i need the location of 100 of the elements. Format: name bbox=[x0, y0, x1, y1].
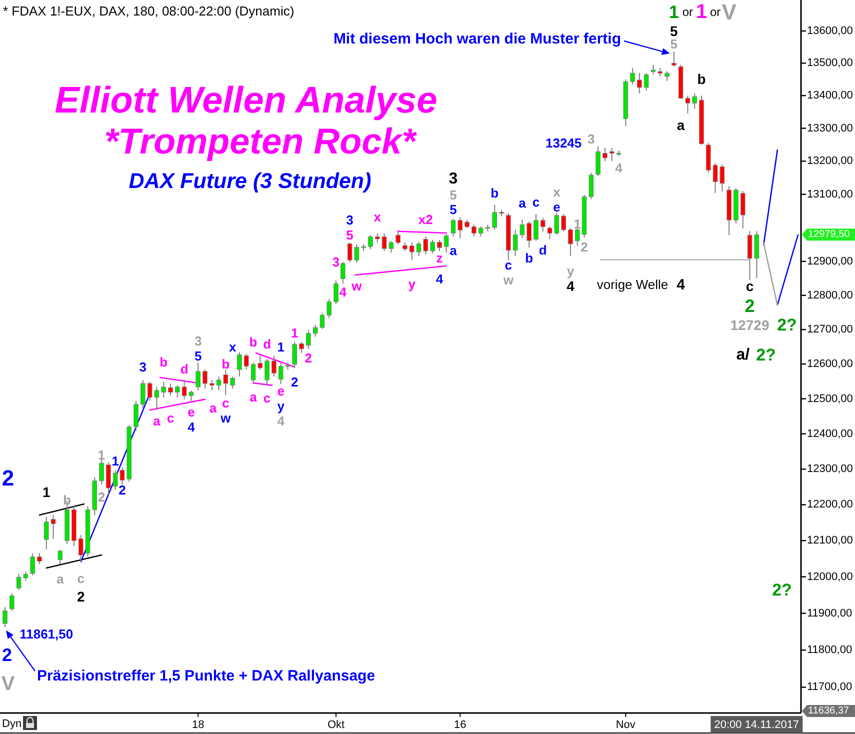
annotation: a bbox=[56, 572, 65, 587]
annotation: 3 bbox=[346, 212, 354, 228]
candlestick bbox=[50, 514, 56, 540]
candlestick bbox=[492, 204, 498, 230]
annotation: c bbox=[222, 396, 230, 410]
annotation: Präzisionstreffer 1,5 Punkte + DAX Rallyansage bbox=[37, 668, 376, 684]
annotation: b bbox=[249, 334, 258, 350]
annotation: 5 bbox=[670, 23, 678, 39]
candlestick bbox=[382, 232, 387, 252]
annotation: w bbox=[502, 272, 514, 288]
annotation: * FDAX 1!-EUX, DAX, 180, 08:00-22:00 (Dynamic) bbox=[3, 4, 294, 18]
annotation: 4 bbox=[676, 276, 686, 294]
candlestick bbox=[672, 51, 676, 67]
annotation: a bbox=[676, 117, 685, 133]
y-tick-label: 13200,00 bbox=[807, 155, 853, 168]
x-tick-label: 18 bbox=[192, 719, 204, 731]
y-tick-label: 13500,00 bbox=[807, 57, 853, 70]
annotation: 4 bbox=[615, 160, 624, 176]
y-tick-label: 11800,00 bbox=[807, 644, 852, 656]
annotation: 4 bbox=[566, 278, 575, 294]
annotation: b bbox=[160, 354, 168, 370]
candlestick bbox=[340, 261, 346, 284]
candlestick bbox=[112, 470, 118, 490]
annotation: or bbox=[710, 5, 721, 19]
y-tick-label: 13100,00 bbox=[807, 188, 853, 200]
candlestick bbox=[37, 552, 42, 565]
annotation: 3 bbox=[448, 170, 458, 188]
annotation: c bbox=[746, 278, 754, 294]
y-tick-label: 12300,00 bbox=[807, 463, 853, 476]
candlestick bbox=[292, 341, 298, 368]
annotation: 4 bbox=[436, 272, 444, 286]
y-tick-label: 13600,00 bbox=[807, 24, 853, 37]
candlestick bbox=[140, 379, 146, 408]
annotation: 1 bbox=[696, 1, 708, 23]
candlestick bbox=[692, 92, 697, 110]
candlestick bbox=[30, 552, 35, 576]
annotation: c bbox=[77, 570, 84, 586]
candlestick bbox=[368, 234, 373, 250]
candlestick bbox=[326, 298, 332, 318]
candlestick bbox=[78, 534, 84, 563]
y-tick-label: 12900,00 bbox=[807, 255, 853, 268]
candlestick bbox=[168, 382, 173, 396]
candlestick bbox=[120, 466, 125, 485]
annotation: c bbox=[504, 258, 512, 272]
annotation: Mit diesem Hoch waren die Muster fertig bbox=[333, 30, 621, 48]
annotation: 13245 bbox=[546, 136, 582, 150]
annotation: b bbox=[222, 356, 230, 372]
candlestick bbox=[223, 369, 228, 396]
text: Dyn bbox=[2, 718, 22, 730]
candlestick bbox=[609, 147, 614, 162]
candlestick bbox=[278, 362, 284, 385]
annotation: 4 bbox=[339, 284, 348, 300]
candlestick bbox=[209, 379, 214, 391]
annotation: 12729 bbox=[730, 317, 770, 333]
candlestick bbox=[540, 218, 546, 232]
candlestick bbox=[161, 381, 166, 398]
candlestick bbox=[320, 312, 325, 330]
annotation: 2 bbox=[304, 350, 312, 366]
annotation: e bbox=[188, 404, 195, 420]
annotation: 2 bbox=[118, 482, 126, 498]
annotation: a bbox=[209, 400, 218, 416]
candlestick bbox=[754, 230, 760, 279]
text: 2? bbox=[772, 580, 792, 600]
annotation: c bbox=[166, 410, 174, 426]
candlestick bbox=[568, 228, 573, 257]
candlestick bbox=[106, 462, 111, 495]
candlestick bbox=[526, 220, 532, 248]
annotation: y bbox=[277, 398, 286, 414]
x-tick-label: 16 bbox=[454, 719, 466, 731]
text: 2? bbox=[777, 316, 797, 334]
annotation: y bbox=[408, 276, 416, 292]
candlestick bbox=[258, 355, 263, 370]
annotation: 3 bbox=[332, 254, 340, 270]
text: 20:00 14.11.2017 bbox=[714, 719, 800, 731]
annotation: 5 bbox=[450, 202, 457, 218]
annotation: 3 bbox=[139, 359, 147, 374]
x-tick-label: Okt bbox=[327, 719, 345, 731]
annotation: 4 bbox=[277, 414, 286, 428]
annotation: 1 bbox=[98, 448, 106, 462]
annotation: 2 bbox=[2, 645, 12, 665]
annotation: x bbox=[228, 340, 237, 354]
annotation: 3 bbox=[588, 132, 595, 146]
candlestick bbox=[650, 64, 656, 75]
candlestick bbox=[472, 224, 476, 237]
candlestick bbox=[134, 400, 138, 432]
annotation: or bbox=[682, 5, 694, 19]
candlestick bbox=[244, 354, 249, 370]
annotation: c bbox=[532, 194, 540, 210]
annotation: a bbox=[450, 242, 458, 258]
annotation: V bbox=[1, 673, 16, 695]
candlestick bbox=[430, 239, 435, 254]
candlestick bbox=[374, 232, 380, 244]
annotation: V bbox=[722, 0, 737, 24]
y-tick-label: 12000,00 bbox=[807, 570, 853, 583]
candlestick bbox=[437, 239, 442, 252]
candlestick bbox=[588, 172, 594, 200]
candlestick bbox=[747, 230, 752, 281]
annotation: DAX Future (3 Stunden) bbox=[128, 169, 372, 193]
annotation: y bbox=[566, 264, 575, 278]
annotation: a bbox=[518, 196, 527, 210]
